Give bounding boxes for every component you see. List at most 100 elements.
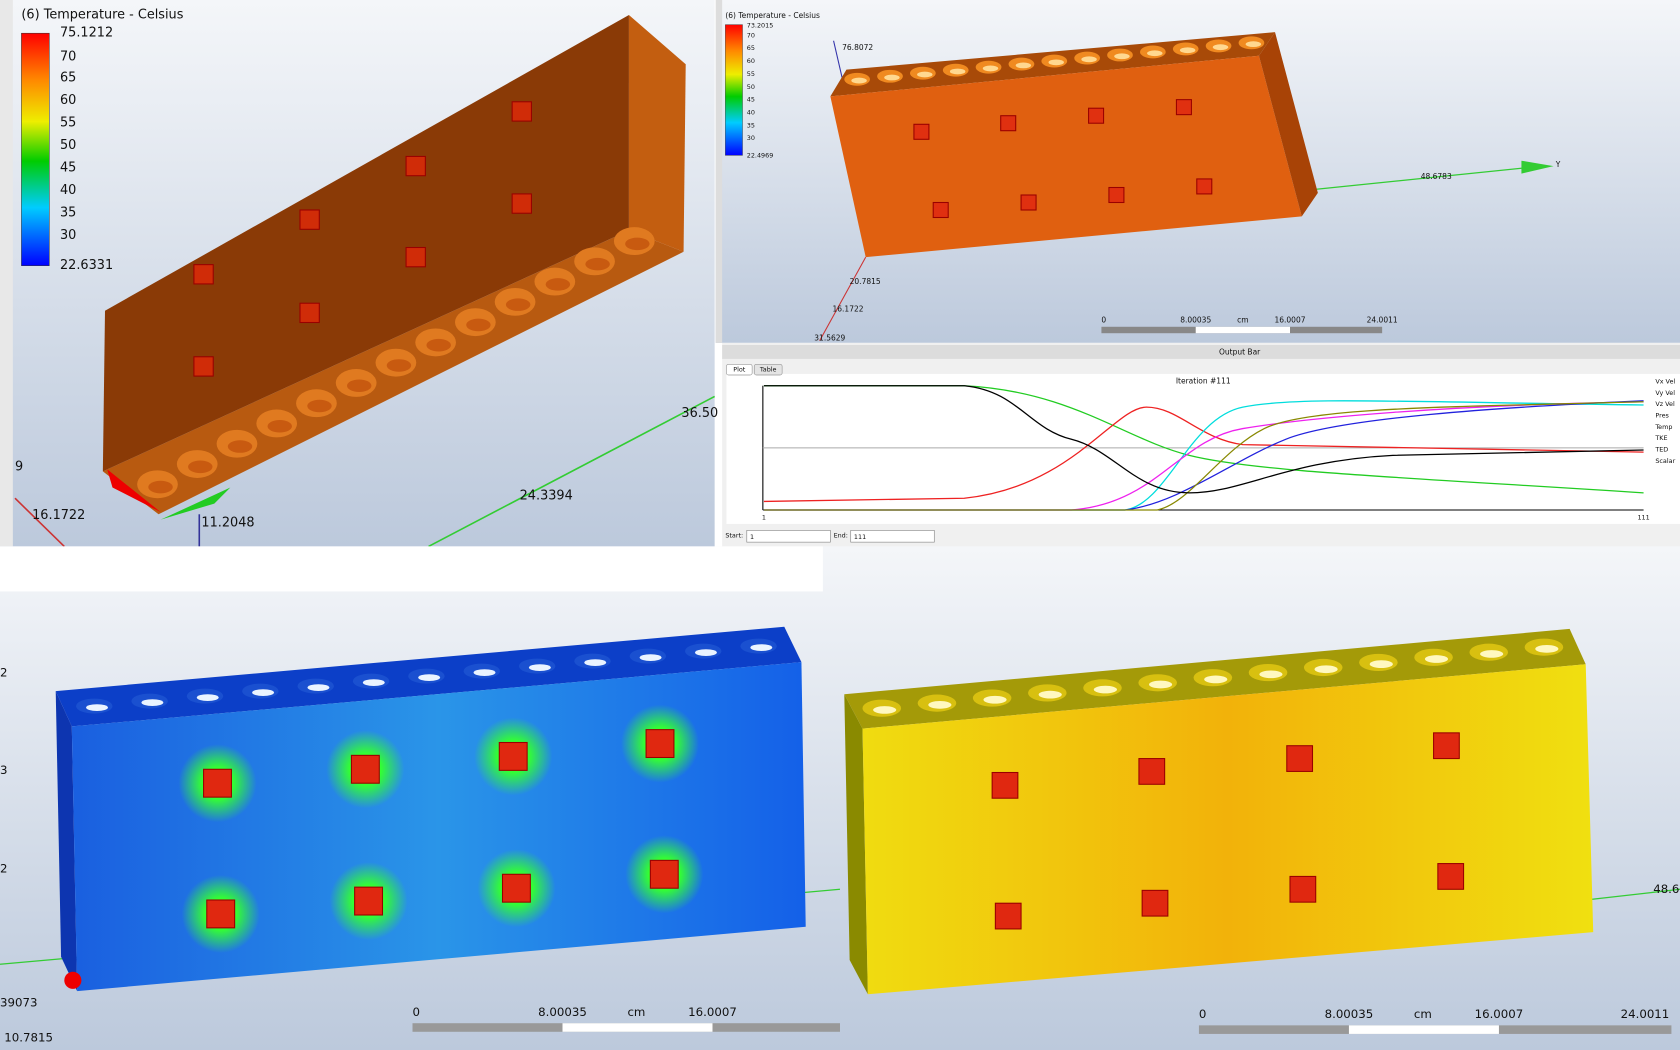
heat-source <box>913 99 1213 219</box>
hole-inner <box>625 237 650 251</box>
heat-source <box>994 902 1022 930</box>
view-panel <box>840 546 1680 1050</box>
view-panel-shape <box>1195 326 1290 334</box>
heat-source <box>1141 889 1169 917</box>
label: 9 <box>15 460 23 475</box>
label: 16.1722 <box>833 305 864 314</box>
label: 70 <box>60 49 76 64</box>
label: 36.50 <box>681 406 718 421</box>
plot-curve-shape <box>763 400 1644 511</box>
hole-inner <box>227 440 253 453</box>
label: Output Bar <box>1219 348 1261 357</box>
hole-row <box>862 638 1564 717</box>
label: TED <box>1654 446 1668 454</box>
label: Vz Vel <box>1655 400 1675 408</box>
heat-source <box>1437 863 1465 890</box>
label: 0 <box>1101 315 1106 324</box>
hole-inner <box>1259 670 1283 679</box>
hole-inner <box>928 700 952 709</box>
heat-source <box>193 356 214 377</box>
hole-inner <box>386 359 412 372</box>
heat-source <box>354 886 384 916</box>
hole-inner <box>639 654 662 661</box>
label: 16.0007 <box>1274 315 1305 324</box>
hole-inner <box>473 669 496 676</box>
hole-inner <box>584 659 607 666</box>
label: TKE <box>1654 434 1667 442</box>
end-input[interactable] <box>850 530 935 543</box>
label: 22.4969 <box>747 151 774 159</box>
start-input[interactable] <box>746 530 831 543</box>
label: (6) Temperature - Celsius <box>725 11 820 20</box>
hole-inner <box>426 338 451 352</box>
view-panel-shape <box>21 32 50 266</box>
label: 2 <box>0 665 8 679</box>
label: 73.2015 <box>747 22 774 30</box>
hole-inner <box>1212 44 1229 51</box>
heat-source <box>405 246 426 268</box>
view-panel-shape <box>14 497 65 548</box>
label: 8.00035 <box>1180 315 1211 324</box>
label: 35 <box>60 206 76 221</box>
heat-source <box>1286 745 1314 772</box>
hole-inner <box>252 689 275 696</box>
label: 11.2048 <box>201 515 254 530</box>
plot-curve-shape <box>763 401 1644 511</box>
label: 111 <box>854 533 866 541</box>
view-panel-shape <box>102 15 629 472</box>
hole-inner <box>1048 59 1064 66</box>
hole-row <box>137 227 655 499</box>
hole-row <box>76 638 777 714</box>
label: 2 <box>0 861 8 875</box>
label: Iteration #111 <box>1176 376 1231 385</box>
tab[interactable] <box>753 363 783 376</box>
label: 10.7815 <box>4 1031 53 1045</box>
view-panel-shape <box>819 256 867 341</box>
label: 48.67 <box>1653 882 1680 896</box>
tab[interactable] <box>726 363 753 376</box>
label: Y <box>1555 160 1561 169</box>
heat-source <box>1138 758 1166 785</box>
hole-inner <box>1081 56 1097 63</box>
label: 1 <box>762 514 766 522</box>
label: 8.00035 <box>538 1005 587 1019</box>
heat-source <box>1175 99 1192 116</box>
heat-source <box>1088 107 1105 124</box>
plot-curve <box>763 385 1644 511</box>
view-panel-shape <box>428 395 716 548</box>
label: cm <box>1237 315 1248 324</box>
hole-inner <box>418 674 441 681</box>
labels: (6) Temperature - Celsius 75.1212 70 65 60 55… <box>0 8 1680 1045</box>
label: 45 <box>60 161 76 176</box>
heat-source <box>350 754 380 784</box>
heat-source <box>1196 178 1213 195</box>
hole-inner <box>1147 50 1163 57</box>
label: 40 <box>747 109 755 117</box>
view-panel-shape <box>64 971 82 989</box>
view-panel-shape <box>862 664 1594 995</box>
output-bar <box>722 342 1680 547</box>
heat-source <box>203 768 232 798</box>
label: 20.7815 <box>850 277 881 286</box>
label: Plot <box>733 366 746 374</box>
output-bar-shape <box>722 345 1680 359</box>
heat-source <box>1289 875 1317 903</box>
hole-inner <box>695 649 717 656</box>
label: Start: <box>725 532 743 540</box>
heat-source <box>991 732 1465 930</box>
label: 24.0011 <box>1367 315 1398 324</box>
view-panel-shape <box>725 24 743 156</box>
heat-source <box>1433 732 1460 760</box>
view-panel-shape <box>0 546 823 592</box>
view-panel-shape <box>1585 888 1680 901</box>
hole-inner <box>585 257 610 271</box>
label: Vx Vel <box>1655 377 1675 385</box>
label: 65 <box>60 71 76 86</box>
label: 16.0007 <box>1475 1007 1524 1021</box>
label: 75.1212 <box>60 26 113 41</box>
hole-inner <box>982 65 999 72</box>
label: 22.6331 <box>60 258 113 273</box>
label: End: <box>834 532 848 540</box>
